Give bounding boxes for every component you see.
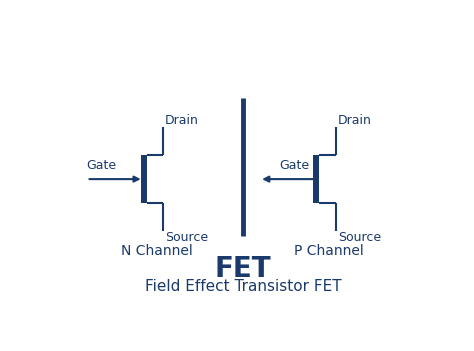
Text: Gate: Gate — [86, 159, 117, 172]
Text: Drain: Drain — [337, 114, 372, 127]
Text: Source: Source — [337, 231, 381, 244]
Text: FET: FET — [215, 255, 271, 283]
Text: N Channel: N Channel — [121, 244, 192, 258]
Text: Field Effect Transistor FET: Field Effect Transistor FET — [145, 279, 341, 294]
Bar — [141, 155, 146, 203]
Text: Drain: Drain — [165, 114, 199, 127]
Bar — [313, 155, 319, 203]
Text: P Channel: P Channel — [294, 244, 364, 258]
Text: Source: Source — [165, 231, 208, 244]
Text: Gate: Gate — [280, 159, 310, 172]
